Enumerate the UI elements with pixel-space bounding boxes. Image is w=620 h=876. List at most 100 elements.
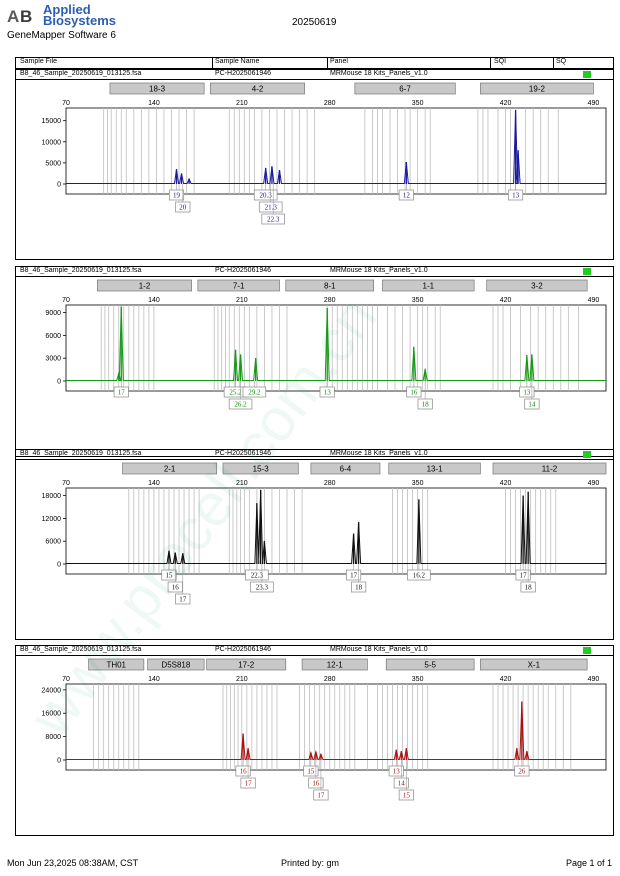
allele-box	[175, 593, 191, 605]
allele-label: 26	[518, 768, 526, 776]
allele-label: 14	[398, 780, 406, 788]
electropherogram-panel: B8_46_Sample_20250619_013125.fsa PC-H202…	[15, 69, 614, 260]
allele-box	[242, 386, 267, 398]
chart-svg: TH01 D5S818 17-2 12-1 5-5 X-170 140 210 280 350 42…	[42, 658, 607, 801]
allele-box	[167, 581, 183, 593]
y-tick-label: 6000	[45, 539, 61, 546]
marker-label: X-1	[528, 661, 541, 670]
electropherogram-panel: B8_46_Sample_20250619_013125.fsa PC-H202…	[15, 645, 614, 836]
marker-label: 17-2	[238, 661, 255, 670]
x-tick-label: 280	[324, 100, 336, 107]
allele-label: 16	[410, 389, 418, 397]
svg-text:B: B	[20, 7, 32, 26]
sample-file: B8_46_Sample_20250619_013125.fsa	[20, 450, 142, 457]
chart-svg: 2-1 15-3 6-4 13-1 11-2 70 140 210 280 350 420 490 0 6…	[42, 462, 607, 605]
allele-label: 15	[307, 768, 315, 776]
x-tick-label: 140	[148, 297, 160, 304]
marker-box	[197, 279, 280, 292]
x-tick-label: 210	[236, 297, 248, 304]
allele-box	[393, 777, 409, 789]
y-tick-label: 15000	[42, 118, 62, 125]
x-tick-label: 420	[500, 480, 512, 487]
y-tick-label: 6000	[45, 333, 61, 340]
x-tick-label: 490	[588, 676, 600, 683]
allele-label: 21.3	[265, 204, 278, 212]
allele-box	[407, 569, 431, 581]
col-panel: Panel	[330, 58, 348, 65]
y-tick-label: 0	[57, 379, 61, 386]
allele-box	[161, 569, 177, 581]
brand-name: Applied Biosystems	[43, 3, 116, 27]
allele-box	[261, 213, 285, 225]
allele-label: 14	[528, 401, 536, 409]
allele-label: 20	[179, 204, 187, 212]
plot-frame	[65, 304, 607, 392]
allele-box	[175, 201, 191, 213]
sample-file: B8_46_Sample_20250619_013125.fsa	[20, 70, 142, 77]
marker-box	[388, 462, 481, 475]
x-tick-label: 280	[324, 676, 336, 683]
x-tick-label: 280	[324, 480, 336, 487]
allele-box	[308, 777, 324, 789]
marker-label: TH01	[106, 661, 126, 670]
allele-label: 12	[403, 192, 411, 200]
allele-box	[388, 765, 404, 777]
allele-box	[303, 765, 319, 777]
allele-label: 13	[512, 192, 520, 200]
panel-name: MRMouse 18 Kits_Panels_v1.0	[330, 70, 428, 77]
marker-label: 4-2	[252, 85, 264, 94]
sq-status-indicator	[583, 451, 591, 458]
printed-by: Printed by: gm	[281, 858, 340, 868]
col-sample-file: Sample File	[20, 58, 57, 65]
trace-line	[66, 306, 606, 381]
allele-box	[235, 765, 251, 777]
allele-label: 18	[525, 584, 533, 592]
y-tick-label: 16000	[42, 711, 62, 718]
marker-box	[210, 82, 305, 95]
y-tick-label: 0	[57, 562, 61, 569]
sample-name: PC-H2025061946	[215, 646, 272, 653]
allele-label: 15	[403, 792, 411, 800]
allele-box	[398, 189, 414, 201]
allele-box	[524, 398, 540, 410]
software-title: GeneMapper Software 6	[7, 30, 116, 41]
marker-label: 19-2	[529, 85, 546, 94]
y-tick-label: 0	[57, 182, 61, 189]
allele-box	[228, 398, 253, 410]
x-tick-label: 210	[236, 676, 248, 683]
allele-label: 17	[118, 389, 126, 397]
sample-info-row: B8_46_Sample_20250619_013125.fsa PC-H202…	[16, 450, 613, 460]
x-tick-label: 350	[412, 100, 424, 107]
marker-box	[206, 658, 287, 671]
allele-label: 22.3	[267, 216, 280, 224]
marker-box	[492, 462, 607, 475]
x-tick-label: 140	[148, 100, 160, 107]
marker-box	[301, 658, 368, 671]
sq-status-indicator	[583, 647, 591, 654]
column-header: Sample File Sample Name Panel SQI SQ	[15, 57, 614, 69]
trace-line	[66, 489, 606, 564]
marker-box	[385, 658, 475, 671]
col-sample-name: Sample Name	[215, 58, 260, 65]
allele-box	[319, 386, 335, 398]
marker-label: 1-1	[423, 282, 435, 291]
marker-box	[109, 82, 205, 95]
sq-status-indicator	[583, 268, 591, 275]
allele-box	[245, 569, 269, 581]
x-tick-label: 280	[324, 297, 336, 304]
col-sqi: SQI	[494, 58, 507, 65]
x-tick-label: 70	[62, 297, 70, 304]
allele-label: 13	[523, 389, 531, 397]
trace-line	[66, 701, 606, 760]
y-tick-label: 18000	[42, 493, 62, 500]
report-date: 20250619	[292, 17, 337, 28]
x-tick-label: 210	[236, 100, 248, 107]
marker-label: 15-3	[253, 465, 270, 474]
allele-label: 13	[393, 768, 401, 776]
allele-label: 19	[173, 192, 181, 200]
x-tick-label: 490	[588, 480, 600, 487]
allele-label: 17	[317, 792, 325, 800]
x-tick-label: 70	[62, 480, 70, 487]
marker-box	[382, 279, 475, 292]
allele-box	[417, 398, 433, 410]
